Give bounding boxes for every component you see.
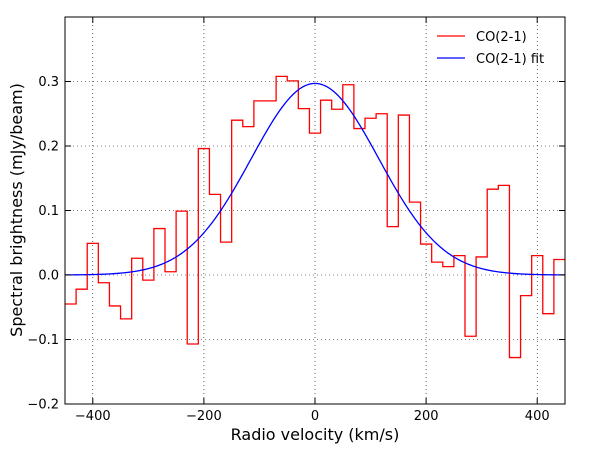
- y-tick-label: 0.1: [38, 204, 59, 219]
- y-tick-label: 0.0: [38, 269, 59, 284]
- x-tick-label: 200: [414, 409, 439, 424]
- series-co-steps: [65, 75, 565, 359]
- ticks: −400 −200 0 200 400 −0.2 −0.1 0.0 0.1 0.2 0.3: [27, 17, 565, 424]
- y-tick-label: −0.1: [27, 333, 59, 348]
- x-tick-label: 0: [311, 409, 319, 424]
- y-tick-label: −0.2: [27, 398, 59, 413]
- x-tick-label: 400: [525, 409, 550, 424]
- legend: CO(2-1) CO(2-1) fit: [437, 30, 544, 67]
- y-axis-title: Spectral brightness (mJy/beam): [7, 83, 26, 337]
- x-tick-label: −400: [75, 409, 111, 424]
- y-tick-label: 0.3: [38, 75, 59, 90]
- series-layer: [65, 75, 565, 359]
- series-co-fit-curve: [65, 82, 565, 276]
- grid: [65, 17, 565, 405]
- x-tick-label: −200: [186, 409, 222, 424]
- legend-label-co: CO(2-1): [476, 30, 527, 45]
- x-axis-title: Radio velocity (km/s): [231, 425, 400, 444]
- legend-label-fit: CO(2-1) fit: [476, 52, 544, 67]
- y-tick-label: 0.2: [38, 140, 59, 155]
